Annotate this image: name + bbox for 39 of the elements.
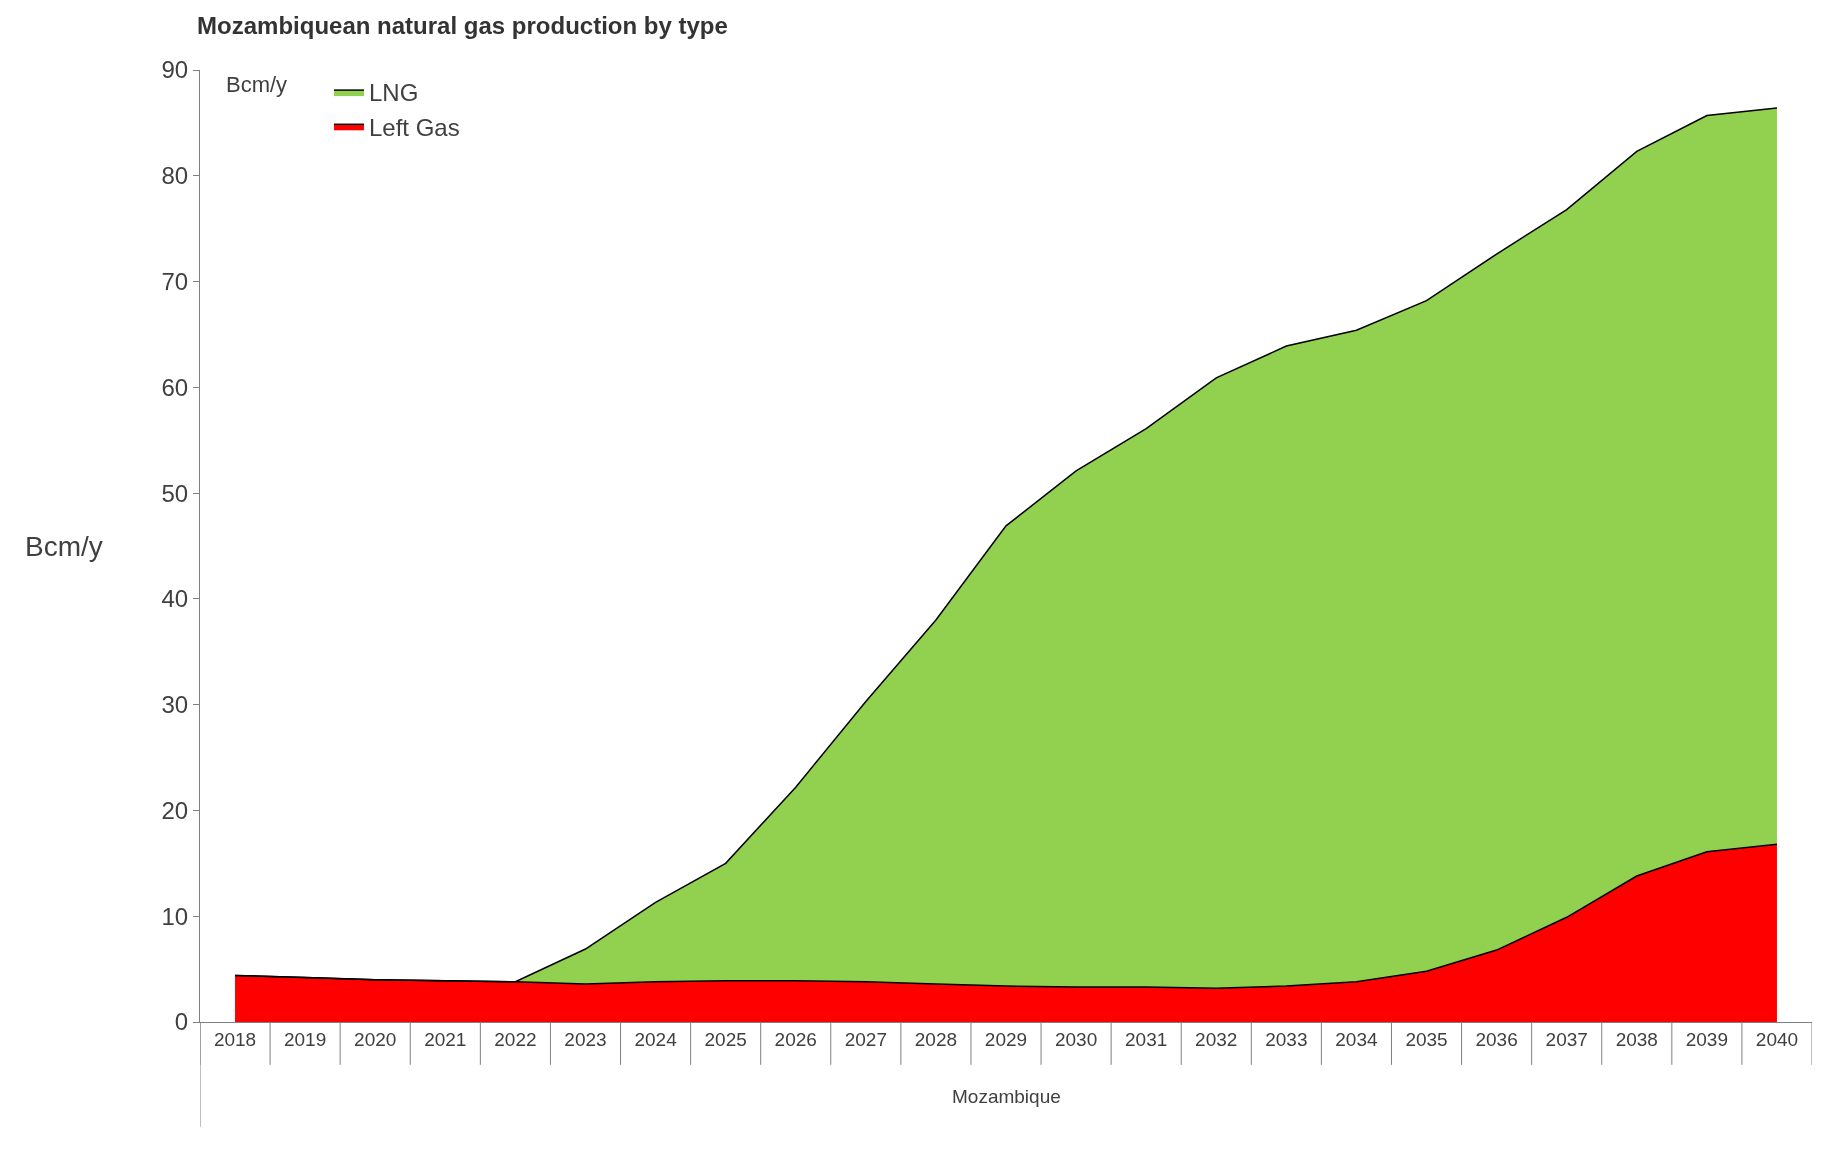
x-tick-label: 2021 <box>424 1028 467 1050</box>
x-tick-label: 2020 <box>354 1028 397 1050</box>
y-tick-label: 70 <box>161 267 189 295</box>
x-tick-label: 2027 <box>844 1028 887 1050</box>
y-tick-label: 40 <box>161 585 189 613</box>
x-tick-label: 2025 <box>704 1028 747 1050</box>
x-tick-label: 2034 <box>1335 1028 1378 1050</box>
x-tick-label: 2031 <box>1125 1028 1168 1050</box>
legend-label: Left Gas <box>368 113 460 141</box>
x-tick-label: 2040 <box>1755 1028 1799 1050</box>
y-tick-label: 0 <box>174 1008 189 1036</box>
x-tick-label: 2024 <box>634 1028 678 1050</box>
y-tick-label: 10 <box>161 902 189 930</box>
x-tick-label: 2019 <box>283 1028 327 1050</box>
x-tick-label: 2037 <box>1545 1028 1588 1050</box>
x-tick-label: 2033 <box>1265 1028 1308 1050</box>
x-tick-label: 2026 <box>774 1028 817 1050</box>
y-tick-label: 80 <box>161 162 189 190</box>
x-tick-label: 2035 <box>1405 1028 1448 1050</box>
x-tick-label: 2023 <box>564 1028 607 1050</box>
y-tick-label: 90 <box>161 56 189 84</box>
legend-label: LNG <box>368 79 419 107</box>
chart-subtitle: Bcm/y <box>226 72 288 97</box>
x-tick-label: 2018 <box>213 1028 257 1050</box>
x-tick-label: 2028 <box>914 1028 958 1050</box>
x-tick-label: 2030 <box>1054 1028 1098 1050</box>
x-tick-label: 2029 <box>984 1028 1028 1050</box>
x-tick-label: 2039 <box>1685 1028 1729 1050</box>
y-axis-title: Bcm/y <box>25 531 103 562</box>
y-tick-label: 50 <box>161 479 189 507</box>
chart-title: Mozambiquean natural gas production by type <box>197 12 728 40</box>
x-tick-label: 2022 <box>494 1028 537 1050</box>
y-tick-label: 20 <box>161 796 189 824</box>
y-tick-label: 30 <box>161 691 189 719</box>
y-tick-label: 60 <box>161 373 189 401</box>
x-tick-label: 2032 <box>1195 1028 1238 1050</box>
x-tick-label: 2036 <box>1475 1028 1518 1050</box>
x-axis-title: Mozambique <box>952 1086 1061 1107</box>
x-tick-label: 2038 <box>1615 1028 1658 1050</box>
